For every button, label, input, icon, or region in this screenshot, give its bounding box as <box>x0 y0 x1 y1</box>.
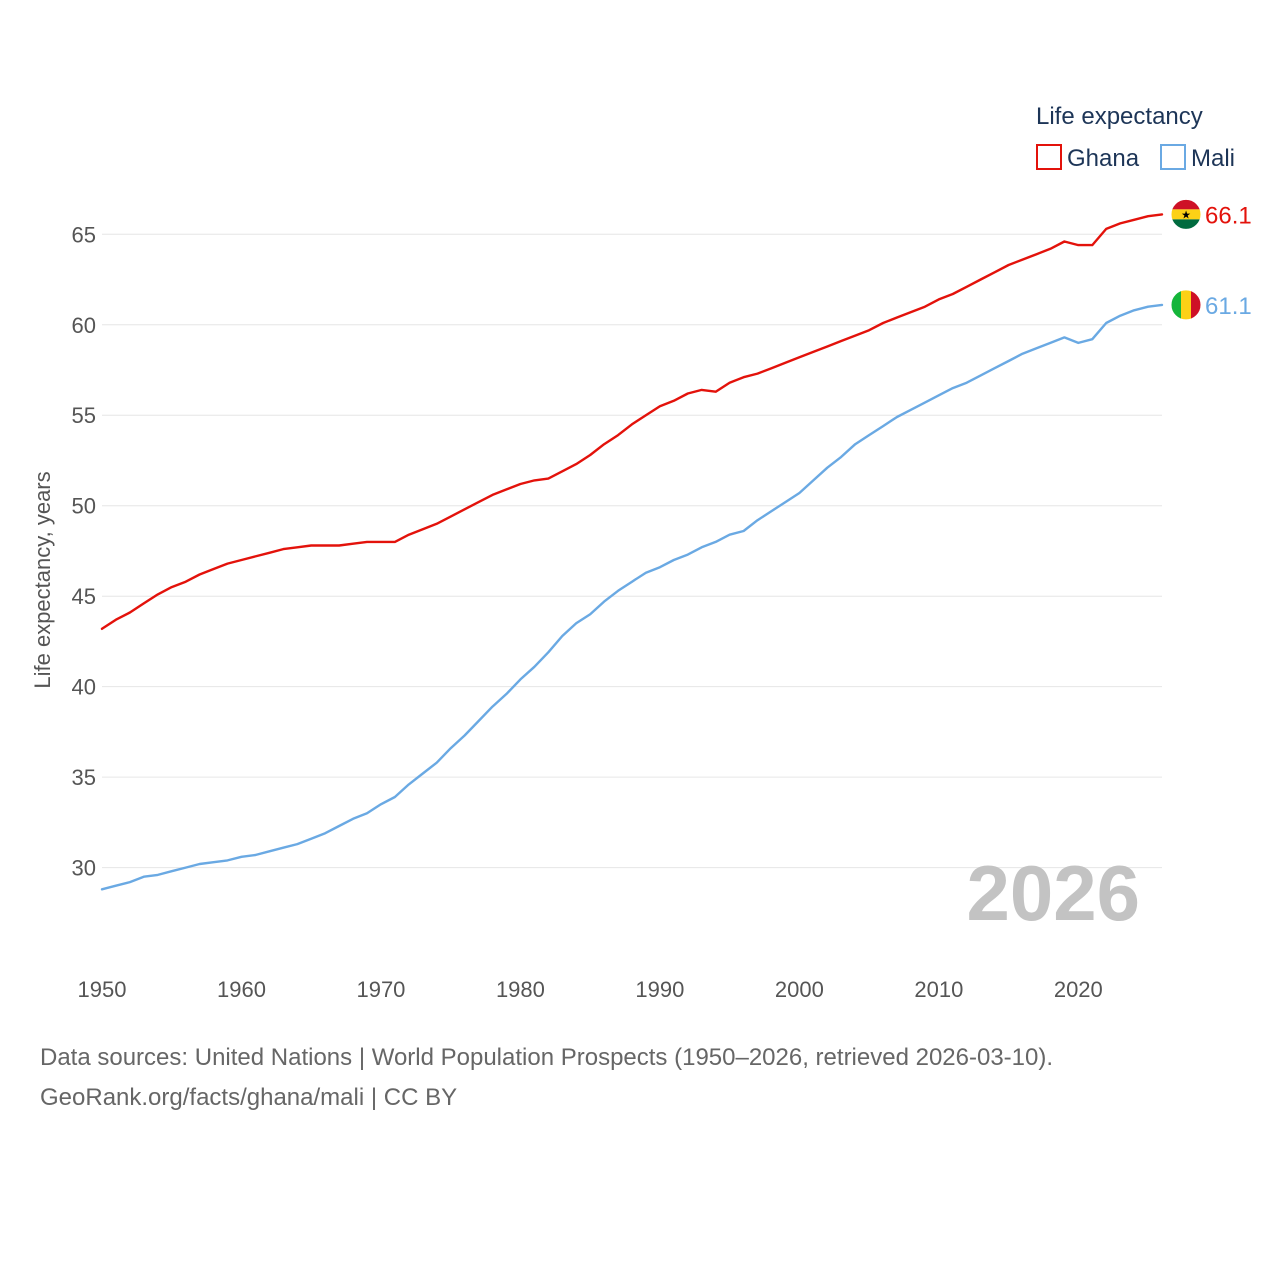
y-tick-label: 40 <box>72 675 96 700</box>
x-tick-label: 1970 <box>356 977 405 1002</box>
year-watermark: 2026 <box>966 849 1140 937</box>
x-tick-label: 2010 <box>914 977 963 1002</box>
legend: Life expectancy Ghana Mali <box>1036 103 1235 172</box>
x-tick-label: 2020 <box>1054 977 1103 1002</box>
ghana-flag-icon: ★ <box>1170 198 1202 230</box>
series-lines <box>100 213 1164 891</box>
y-tick-label: 50 <box>72 494 96 519</box>
legend-item-mali[interactable]: Mali <box>1160 144 1235 172</box>
x-axis-ticks: 1950 1960 1970 1980 1990 2000 2010 2020 <box>78 977 1103 1002</box>
y-tick-label: 55 <box>72 403 96 428</box>
legend-item-ghana[interactable]: Ghana <box>1036 144 1140 172</box>
x-tick-label: 1990 <box>635 977 684 1002</box>
mali-flag-icon <box>1170 289 1202 321</box>
x-tick-label: 1960 <box>217 977 266 1002</box>
footer-attribution[interactable]: GeoRank.org/facts/ghana/mali | CC BY <box>40 1084 458 1111</box>
svg-text:★: ★ <box>1181 208 1191 221</box>
series-line-ghana[interactable] <box>100 213 1164 630</box>
y-tick-label: 60 <box>72 313 96 338</box>
y-tick-label: 35 <box>72 765 96 790</box>
y-axis-ticks: 30 35 40 45 50 55 60 65 <box>72 222 96 880</box>
x-tick-label: 1980 <box>496 977 545 1002</box>
legend-label-mali: Mali <box>1191 145 1235 172</box>
footer-sources: Data sources: United Nations | World Pop… <box>40 1044 1054 1071</box>
y-tick-label: 45 <box>72 584 96 609</box>
legend-swatch-mali <box>1160 144 1186 170</box>
legend-label-ghana: Ghana <box>1067 145 1140 172</box>
x-tick-label: 1950 <box>78 977 127 1002</box>
y-axis-label: Life expectancy, years <box>30 471 55 688</box>
y-tick-label: 65 <box>72 222 96 247</box>
legend-title: Life expectancy <box>1036 103 1203 130</box>
series-endpoints: ★ 66.1 61.1 <box>1170 198 1252 321</box>
end-value-label-mali: 61.1 <box>1205 293 1252 320</box>
gridlines <box>102 233 1162 869</box>
legend-swatch-ghana <box>1036 144 1062 170</box>
series-line-mali[interactable] <box>100 303 1164 891</box>
end-value-label-ghana: 66.1 <box>1205 202 1252 229</box>
y-tick-label: 30 <box>72 856 96 881</box>
x-tick-label: 2000 <box>775 977 824 1002</box>
